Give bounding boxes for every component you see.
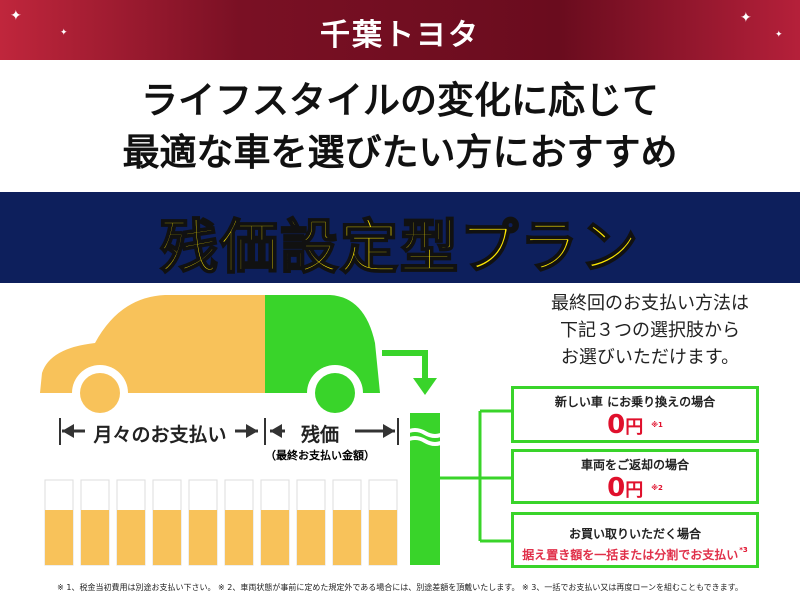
sparkle-icon: ✦ — [740, 10, 752, 26]
option-connectors — [440, 409, 512, 543]
monthly-bar-fill — [297, 510, 325, 565]
monthly-bar-fill — [369, 510, 397, 565]
option-title: お買い取りいただく場合 — [568, 527, 701, 541]
option-title: 車両をご返却の場合 — [580, 458, 689, 472]
sparkle-icon: ✦ — [10, 8, 22, 24]
intro-line: お選びいただけます。 — [560, 347, 740, 368]
residual-sublabel: （最終お支払い金額） — [265, 449, 375, 462]
monthly-bar-fill — [333, 510, 361, 565]
monthly-bar-fill — [261, 510, 289, 565]
monthly-bar-fill — [81, 510, 109, 565]
headline: ライフスタイルの変化に応じて 最適な車を選びたい方におすすめ — [0, 75, 800, 179]
residual-arrow — [382, 350, 428, 383]
intro-line: 最終回のお支払い方法は — [551, 293, 749, 314]
option-unit: 円 — [625, 480, 644, 501]
plan-banner — [0, 192, 800, 283]
header-band — [0, 0, 800, 60]
monthly-bar-fill — [189, 510, 217, 565]
headline-line2: 最適な車を選びたい方におすすめ — [122, 131, 678, 174]
residual-label: 残価 — [300, 424, 339, 446]
logo: 千葉トヨタ — [320, 18, 480, 53]
sparkle-icon: ✦ — [60, 28, 68, 38]
monthly-bar-fill — [153, 510, 181, 565]
option-detail: 据え置き額を一括または分割でお支払い — [522, 548, 739, 562]
option-amount: 0 — [607, 473, 626, 503]
option-return: 車両をご返却の場合 0円 ※2 — [511, 449, 759, 504]
option-amount: 0 — [607, 410, 626, 440]
option-buyout: お買い取りいただく場合 据え置き額を一括または分割でお支払い*3 — [511, 512, 759, 568]
monthly-bar-fill — [45, 510, 73, 565]
option-trade-in: 新しい車 にお乗り換えの場合 0円 ※1 — [511, 386, 759, 443]
headline-line1: ライフスタイルの変化に応じて — [141, 79, 659, 122]
option-title: 新しい車 にお乗り換えの場合 — [554, 395, 716, 409]
car-body-monthly — [40, 295, 265, 393]
option-unit: 円 — [625, 417, 644, 438]
option-note: *3 — [739, 546, 748, 554]
monthly-payment-bars — [44, 479, 398, 566]
option-note: ※2 — [651, 484, 663, 492]
monthly-label: 月々のお支払い — [93, 424, 227, 446]
car-body-residual — [265, 295, 380, 393]
footnote: ※ 1、税金当初費用は別途お支払い下さい。 ※ 2、車両状態が事前に定めた規定外… — [57, 583, 743, 592]
plan-diagram — [40, 295, 512, 566]
option-note: ※1 — [651, 421, 663, 429]
sparkle-icon: ✦ — [775, 30, 783, 40]
intro-line: 下記３つの選択肢から — [560, 320, 740, 341]
plan-title: 残価設定型プラン — [159, 212, 640, 282]
monthly-bar-fill — [117, 510, 145, 565]
monthly-bar-fill — [225, 510, 253, 565]
options-intro: 最終回のお支払い方法は 下記３つの選択肢から お選びいただけます。 — [505, 290, 795, 371]
